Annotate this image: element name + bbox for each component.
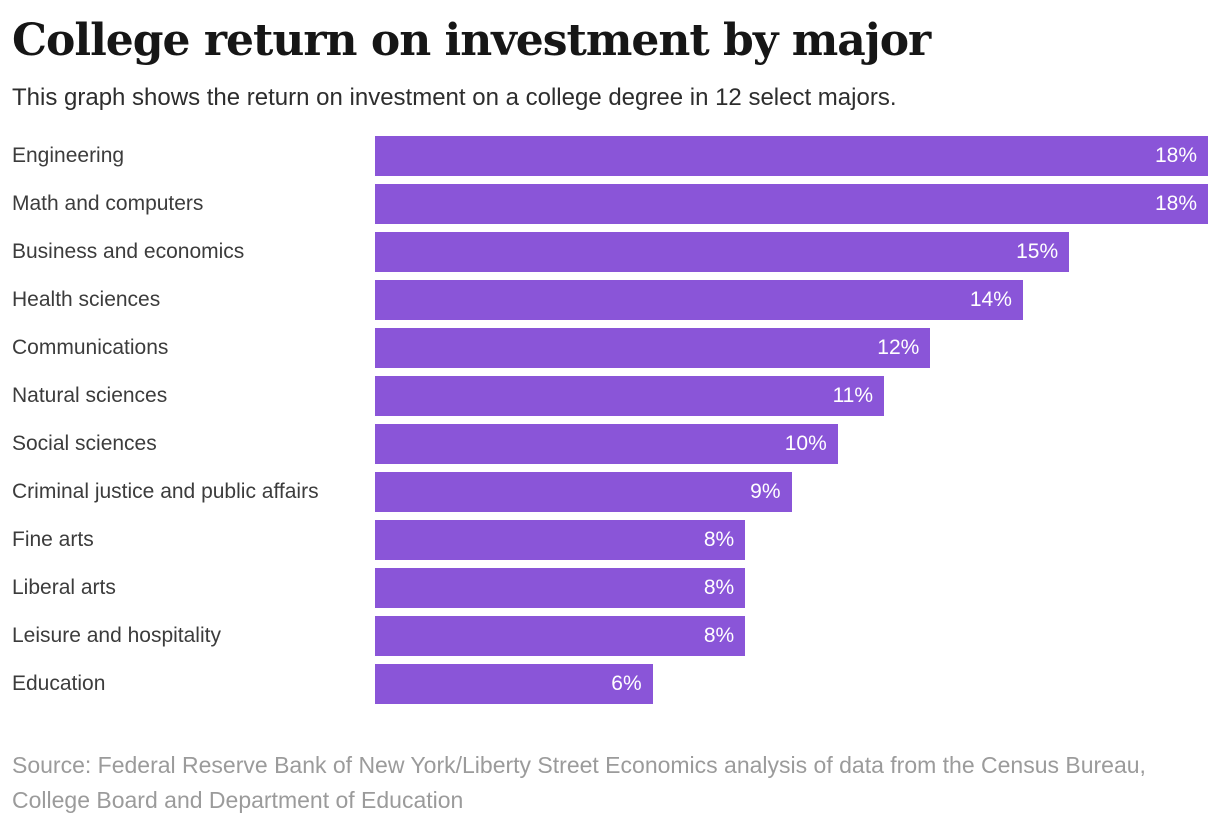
chart-subtitle: This graph shows the return on investmen… <box>12 83 897 111</box>
chart-title: College return on investment by major <box>12 15 931 66</box>
chart-row: Social sciences 10% <box>12 423 1208 464</box>
bar-track: 18% <box>375 183 1208 224</box>
bar-track: 9% <box>375 471 1208 512</box>
value-label: 12% <box>877 335 920 359</box>
value-label: 11% <box>832 383 874 407</box>
category-label: Social sciences <box>12 431 157 455</box>
chart-figure: College return on investment by major Th… <box>12 15 1208 813</box>
bar-track: 18% <box>375 135 1208 176</box>
source-note: Source: Federal Reserve Bank of New York… <box>12 751 1146 813</box>
chart-row: Liberal arts 8% <box>12 567 1208 608</box>
value-label: 6% <box>611 671 642 695</box>
bar-chart: Engineering 18% Math and computers 18% B… <box>12 135 1208 704</box>
bar-track: 6% <box>375 663 1208 704</box>
value-label: 8% <box>703 575 735 599</box>
chart-row: Natural sciences 11% <box>12 375 1208 416</box>
category-label: Engineering <box>12 143 125 167</box>
bar: 6% <box>375 663 653 704</box>
bar-track: 15% <box>375 231 1208 272</box>
chart-row: Business and economics 15% <box>12 231 1208 272</box>
value-label: 8% <box>703 527 735 551</box>
value-label: 8% <box>703 623 735 647</box>
value-label: 18% <box>1154 143 1197 167</box>
value-label: 10% <box>784 431 827 455</box>
bar-track: 8% <box>375 567 1208 608</box>
chart-row: Engineering 18% <box>12 135 1208 176</box>
bar: 8% <box>375 615 746 656</box>
bar-track: 12% <box>375 327 1208 368</box>
chart-row: Leisure and hospitality 8% <box>12 615 1208 656</box>
chart-row: Health sciences 14% <box>12 279 1208 320</box>
chart-row: Communications 12% <box>12 327 1208 368</box>
category-label: Health sciences <box>12 287 161 311</box>
category-label: Leisure and hospitality <box>12 623 221 647</box>
category-label: Education <box>12 671 106 695</box>
chart-row: Math and computers 18% <box>12 183 1208 224</box>
bar: 18% <box>375 183 1208 224</box>
bar: 12% <box>375 327 931 368</box>
chart-row: Education 6% <box>12 663 1208 704</box>
bar-track: 8% <box>375 615 1208 656</box>
bar: 10% <box>375 423 838 464</box>
value-label: 14% <box>969 287 1012 311</box>
value-label: 15% <box>1016 239 1059 263</box>
bar: 14% <box>375 279 1023 320</box>
category-label: Communications <box>12 335 169 359</box>
value-label: 9% <box>750 479 781 503</box>
bar-track: 8% <box>375 519 1208 560</box>
chart-row: Fine arts 8% <box>12 519 1208 560</box>
bar: 8% <box>375 567 746 608</box>
category-label: Fine arts <box>12 527 94 551</box>
category-label: Criminal justice and public affairs <box>12 479 319 503</box>
bar: 15% <box>375 231 1070 272</box>
category-label: Business and economics <box>12 239 245 263</box>
bar: 11% <box>375 375 885 416</box>
category-label: Liberal arts <box>12 575 116 599</box>
bar-track: 11% <box>375 375 1208 416</box>
category-label: Math and computers <box>12 191 204 215</box>
bar-track: 10% <box>375 423 1208 464</box>
bar: 9% <box>375 471 792 512</box>
category-label: Natural sciences <box>12 383 168 407</box>
bar: 18% <box>375 135 1208 176</box>
chart-row: Criminal justice and public affairs 9% <box>12 471 1208 512</box>
value-label: 18% <box>1154 191 1197 215</box>
bar-track: 14% <box>375 279 1208 320</box>
bar: 8% <box>375 519 746 560</box>
